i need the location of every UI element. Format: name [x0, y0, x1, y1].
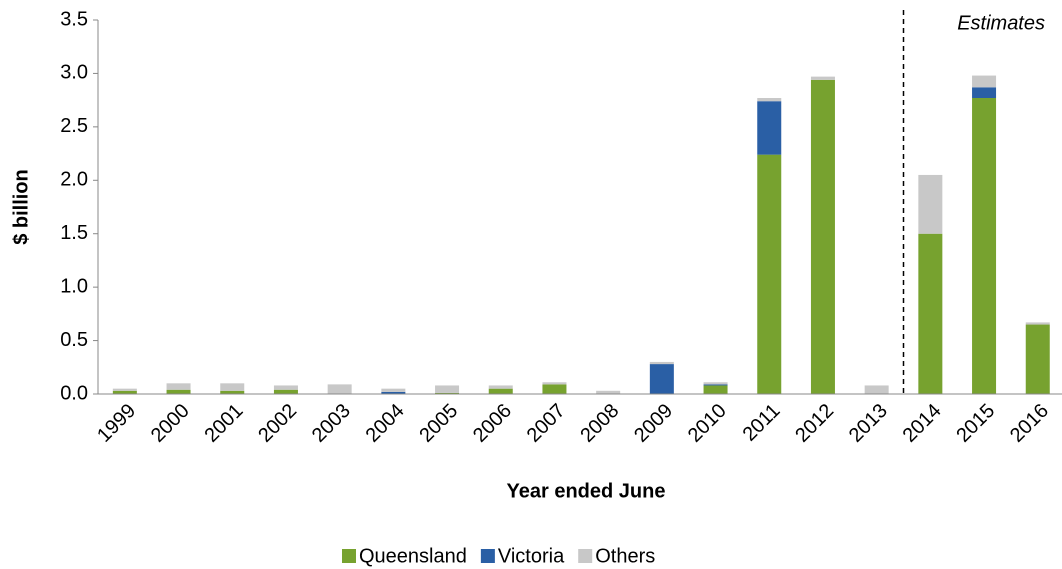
legend-label: Others: [595, 545, 655, 567]
x-tick-label: 2016: [1006, 400, 1053, 447]
x-tick-label: 2007: [523, 400, 570, 447]
y-axis-title: $ billion: [10, 169, 32, 245]
bar-segment: [810, 79, 835, 394]
x-tick-label: 2013: [845, 400, 892, 447]
bar-segment: [542, 382, 567, 385]
bar-segment: [381, 388, 406, 392]
bar-segment: [166, 383, 191, 390]
bar-segment: [757, 98, 782, 102]
legend-swatch: [342, 549, 356, 563]
bar-segment: [703, 384, 728, 386]
y-tick-label: 3.0: [60, 62, 88, 84]
bar-segment: [435, 392, 460, 394]
bar-segment: [596, 390, 621, 394]
bar-segment: [972, 98, 997, 395]
legend-label: Victoria: [498, 545, 565, 567]
x-tick-label: 2003: [308, 400, 355, 447]
annotation: Estimates: [957, 12, 1045, 34]
bar-segment: [757, 154, 782, 394]
bar-segment: [1025, 322, 1050, 325]
y-tick-label: 2.5: [60, 115, 88, 137]
bar-segment: [112, 390, 137, 394]
bar-segment: [864, 385, 889, 394]
x-tick-label: 2015: [952, 400, 999, 447]
bar-segment: [166, 389, 191, 394]
bar-segment: [972, 75, 997, 88]
bar-segment: [488, 388, 513, 394]
y-tick-label: 1.5: [60, 222, 88, 244]
bar-segment: [381, 391, 406, 394]
bar-segment: [488, 385, 513, 389]
bar-segment: [435, 385, 460, 393]
y-tick-label: 0.0: [60, 382, 88, 404]
x-tick-label: 1999: [93, 400, 140, 447]
bar-segment: [220, 390, 245, 394]
bar-segment: [112, 388, 137, 391]
bar-segment: [327, 384, 352, 394]
legend-swatch: [480, 549, 495, 563]
x-tick-label: 2006: [469, 400, 516, 447]
bar-segment: [220, 383, 245, 391]
bar-segment: [810, 76, 835, 80]
bar-segment: [918, 174, 943, 234]
bar-segment: [918, 233, 943, 394]
x-tick-label: 2005: [415, 400, 462, 447]
x-axis-title: Year ended June: [507, 480, 666, 502]
x-tick-label: 2010: [684, 400, 731, 447]
x-tick-label: 2011: [739, 400, 785, 446]
x-tick-label: 2014: [899, 400, 946, 447]
legend-swatch: [578, 549, 593, 563]
x-tick-label: 2009: [630, 400, 677, 447]
bar-segment: [757, 101, 782, 155]
x-tick-label: 2008: [576, 400, 623, 447]
x-tick-label: 2012: [791, 400, 838, 447]
y-tick-label: 2.0: [60, 169, 88, 191]
bar-segment: [1025, 324, 1050, 394]
bar-segment: [542, 384, 567, 394]
x-tick-label: 2002: [254, 400, 301, 447]
y-tick-label: 1.0: [60, 275, 88, 297]
x-tick-label: 2004: [362, 400, 409, 447]
bar-segment: [273, 385, 298, 390]
bar-segment: [649, 364, 674, 394]
bar-segment: [972, 87, 997, 99]
legend-label: Queensland: [359, 545, 467, 567]
bar-segment: [703, 382, 728, 385]
x-tick-label: 2000: [147, 400, 194, 447]
bar-segment: [703, 385, 728, 394]
y-tick-label: 3.5: [60, 8, 88, 30]
y-tick-label: 0.5: [60, 329, 88, 351]
x-tick-label: 2001: [200, 400, 247, 447]
bar-segment: [273, 389, 298, 394]
bar-segment: [649, 361, 674, 365]
